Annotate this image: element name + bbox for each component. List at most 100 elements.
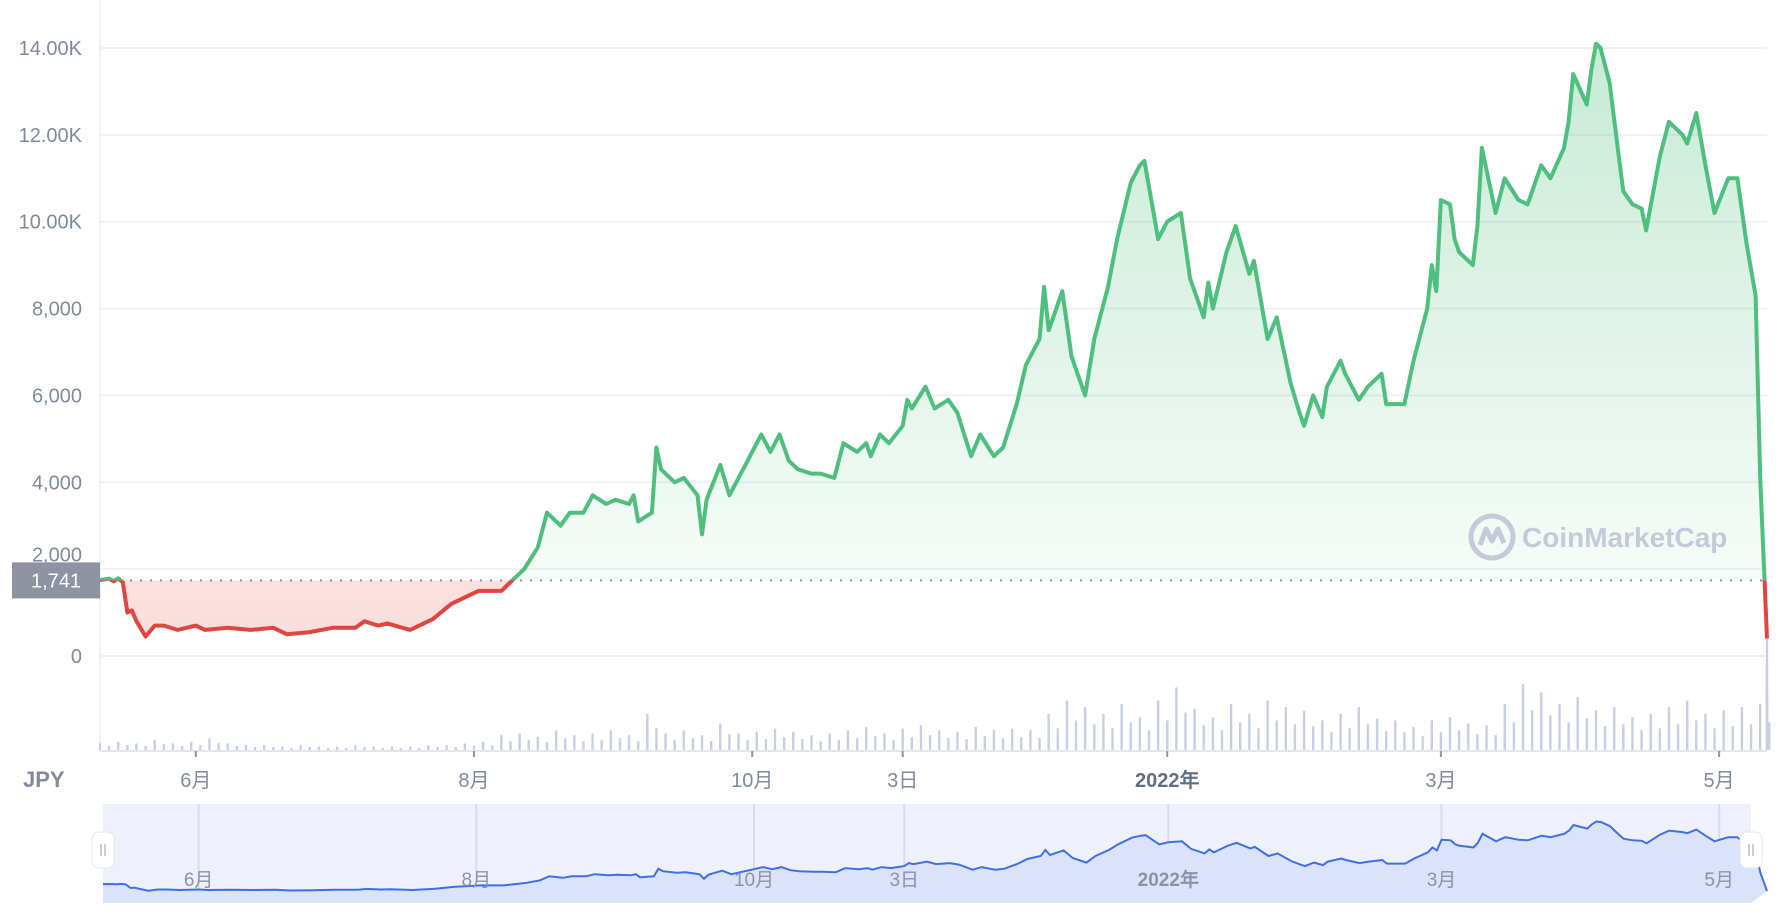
volume-bar	[317, 746, 321, 750]
volume-bar	[1275, 720, 1278, 750]
volume-bar	[208, 738, 211, 750]
volume-bar	[1010, 728, 1014, 750]
volume-bar	[1658, 728, 1662, 750]
volume-bar	[1430, 720, 1433, 750]
currency-label: JPY	[23, 767, 65, 792]
volume-bar	[272, 747, 275, 750]
volume-bar	[1768, 722, 1771, 750]
volume-bar	[764, 739, 768, 750]
watermark-text: CoinMarketCap	[1522, 522, 1727, 553]
volume-bar	[1056, 728, 1059, 750]
navigator-handle-right[interactable]	[1739, 831, 1763, 869]
volume-bar	[171, 743, 175, 750]
volume-bar	[1412, 726, 1415, 750]
y-tick-label: 8,000	[32, 299, 82, 321]
x-tick-label: 6月	[180, 770, 211, 792]
volume-bar	[636, 741, 640, 750]
volume-bar	[782, 737, 786, 750]
volume-bar	[527, 740, 530, 750]
volume-bar	[1476, 734, 1479, 750]
volume-bar	[700, 735, 704, 750]
volume-bar	[1311, 726, 1315, 750]
volume-bar	[919, 725, 923, 750]
x-axis-ticks: 6月 8月 10月 3日 2022年 3月 5月	[180, 751, 1735, 792]
volume-bar	[1293, 724, 1297, 750]
volume-bar	[345, 748, 348, 750]
volume-bar	[564, 738, 567, 750]
volume-bar	[874, 736, 877, 750]
volume-bar	[1366, 724, 1370, 750]
navigator-tick-label: 6月	[184, 870, 214, 891]
volume-bar	[180, 746, 184, 750]
volume-bar	[755, 731, 758, 750]
volume-bar	[1558, 703, 1561, 750]
y-tick-label: 6,000	[32, 385, 82, 407]
volume-bar	[938, 730, 941, 750]
volume-bar	[454, 747, 457, 750]
volume-bar	[335, 746, 339, 750]
volume-bar	[326, 748, 330, 750]
volume-bar	[1001, 738, 1005, 750]
volume-bar	[262, 745, 266, 750]
coinmarketcap-logo-icon	[1468, 513, 1516, 561]
volume-bar	[646, 713, 649, 750]
volume-bar	[190, 741, 193, 750]
volume-bar	[1685, 700, 1689, 750]
volume-bar	[865, 726, 868, 750]
volume-bar	[1266, 700, 1269, 750]
volume-bar	[810, 735, 813, 750]
volume-bar	[837, 740, 841, 750]
volume-bar	[846, 730, 850, 750]
volume-bar	[390, 746, 394, 750]
volume-bar	[107, 746, 111, 750]
volume-bar	[609, 730, 613, 750]
volume-bar	[1567, 722, 1570, 750]
y-tick-label: 14.00K	[19, 38, 83, 60]
volume-bar	[1111, 728, 1114, 750]
volume-bar	[1156, 700, 1160, 750]
navigator-tick-label: 5月	[1704, 870, 1734, 891]
volume-bar	[408, 746, 412, 750]
volume-bar	[691, 738, 695, 750]
price-area-up	[100, 43, 1765, 581]
volume-bar	[573, 735, 576, 750]
volume-bar	[1375, 718, 1379, 750]
volume-bar	[1193, 708, 1196, 750]
navigator-area	[103, 821, 1767, 903]
volume-bar	[1166, 720, 1169, 750]
navigator-tick-label: 8月	[462, 870, 492, 891]
price-line-down	[100, 580, 1769, 639]
volume-bar	[1020, 737, 1023, 750]
volume-bar	[1394, 720, 1397, 750]
volume-bar	[828, 733, 831, 750]
volume-bar	[1357, 707, 1361, 750]
volume-bar	[381, 748, 384, 750]
volume-bar	[965, 739, 968, 750]
volume-bar	[363, 747, 366, 750]
volume-bar	[673, 740, 676, 750]
volume-bar	[1202, 725, 1205, 750]
navigator[interactable]: 6月 8月 10月 3日 2022年 3月 5月	[91, 804, 1768, 903]
x-tick-label: 10月	[731, 770, 773, 792]
volume-bar	[1749, 724, 1753, 750]
volume-bar	[618, 738, 622, 750]
y-tick-label: 4,000	[32, 472, 82, 494]
volume-bar	[1667, 707, 1671, 750]
volume-bar	[244, 745, 248, 750]
volume-bar	[1631, 717, 1634, 750]
volume-bar	[1540, 692, 1543, 750]
volume-bar	[1530, 710, 1534, 750]
volume-bar	[1549, 715, 1552, 750]
volume-bar	[600, 740, 603, 750]
volume-bar	[947, 738, 950, 750]
volume-bar	[1330, 732, 1333, 750]
volume-bar	[1585, 718, 1589, 750]
navigator-handle-left[interactable]	[91, 831, 115, 869]
volume-bar	[126, 745, 129, 750]
y-tick-label: 10.00K	[19, 212, 83, 234]
volume-bar	[956, 731, 959, 750]
volume-bar	[217, 743, 220, 750]
volume-bar	[1339, 713, 1342, 750]
x-tick-label: 8月	[458, 770, 489, 792]
